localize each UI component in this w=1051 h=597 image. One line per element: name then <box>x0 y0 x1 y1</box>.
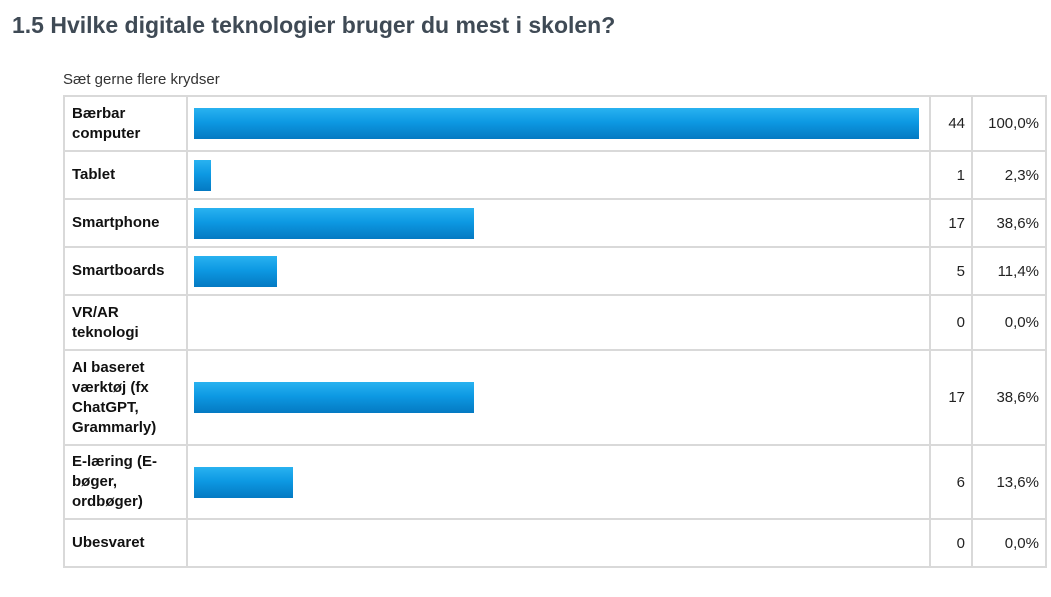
row-count: 44 <box>931 97 971 150</box>
row-percent: 0,0% <box>973 520 1045 566</box>
result-row: VR/AR teknologi 0 0,0% <box>65 296 1045 349</box>
bar-cell <box>188 351 929 444</box>
row-label: Ubesvaret <box>65 520 186 566</box>
page-title: 1.5 Hvilke digitale teknologier bruger d… <box>12 12 616 38</box>
row-label: Smartphone <box>65 200 186 246</box>
row-count: 17 <box>931 351 971 444</box>
bar <box>194 466 293 498</box>
result-row: E-læring (E-bøger, ordbøger) 6 13,6% <box>65 446 1045 518</box>
row-count: 6 <box>931 446 971 518</box>
row-label: VR/AR teknologi <box>65 296 186 349</box>
bar <box>194 207 474 239</box>
bar-cell <box>188 97 929 150</box>
row-count: 5 <box>931 248 971 294</box>
row-label: Tablet <box>65 152 186 198</box>
row-percent: 13,6% <box>973 446 1045 518</box>
row-percent: 38,6% <box>973 351 1045 444</box>
result-row: Tablet 1 2,3% <box>65 152 1045 198</box>
question-instruction: Sæt gerne flere krydser <box>63 71 220 88</box>
row-percent: 0,0% <box>973 296 1045 349</box>
row-count: 0 <box>931 296 971 349</box>
row-label: Smartboards <box>65 248 186 294</box>
row-percent: 38,6% <box>973 200 1045 246</box>
bar-cell <box>188 200 929 246</box>
results-table: Bærbar computer 44 100,0% Tablet 1 2,3% Smartp… <box>63 95 1047 568</box>
result-row: Smartphone 17 38,6% <box>65 200 1045 246</box>
row-label: E-læring (E-bøger, ordbøger) <box>65 446 186 518</box>
result-row: Bærbar computer 44 100,0% <box>65 97 1045 150</box>
bar <box>194 382 474 413</box>
bar-cell <box>188 152 929 198</box>
bar <box>194 255 277 287</box>
row-label: Bærbar computer <box>65 97 186 150</box>
row-percent: 11,4% <box>973 248 1045 294</box>
row-percent: 2,3% <box>973 152 1045 198</box>
row-percent: 100,0% <box>973 97 1045 150</box>
bar-cell <box>188 520 929 566</box>
result-row: Smartboards 5 11,4% <box>65 248 1045 294</box>
result-row: AI baseret værktøj (fx ChatGPT, Grammarl… <box>65 351 1045 444</box>
bar-cell <box>188 446 929 518</box>
row-count: 1 <box>931 152 971 198</box>
row-count: 17 <box>931 200 971 246</box>
bar <box>194 108 919 139</box>
row-label: AI baseret værktøj (fx ChatGPT, Grammarl… <box>65 351 186 444</box>
result-row: Ubesvaret 0 0,0% <box>65 520 1045 566</box>
bar <box>194 159 211 191</box>
bar-cell <box>188 296 929 349</box>
row-count: 0 <box>931 520 971 566</box>
bar-cell <box>188 248 929 294</box>
